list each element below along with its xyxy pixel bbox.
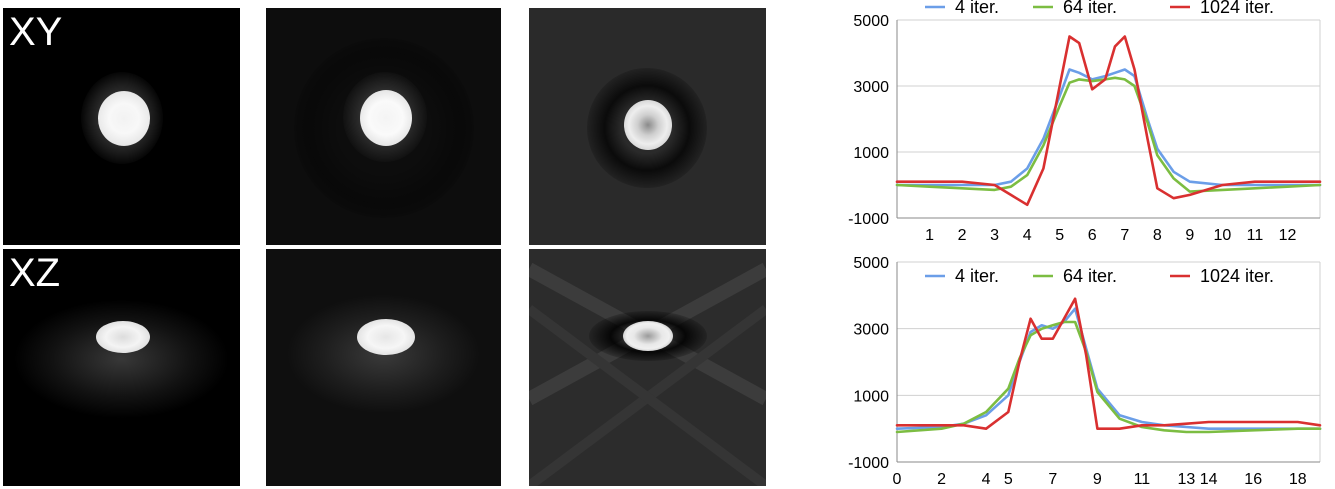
xz-psf-core bbox=[357, 319, 415, 355]
xz-haze bbox=[13, 299, 230, 419]
x-tick-label: 9 bbox=[1185, 227, 1194, 244]
x-tick-label: 5 bbox=[1004, 471, 1013, 488]
x-tick-label: 2 bbox=[958, 227, 967, 244]
x-tick-label: 14 bbox=[1200, 471, 1218, 488]
xz-psf-core bbox=[623, 321, 673, 351]
x-tick-label: 11 bbox=[1134, 471, 1151, 488]
x-tick-label: 16 bbox=[1244, 471, 1262, 488]
x-tick-label: 10 bbox=[1213, 227, 1231, 244]
legend-label: 1024 iter. bbox=[1200, 266, 1274, 286]
xy-panel-1024iter bbox=[529, 8, 766, 245]
xy-label: XY bbox=[9, 10, 63, 54]
x-tick-label: 5 bbox=[1055, 227, 1064, 244]
x-tick-label: 3 bbox=[990, 227, 999, 244]
x-tick-label: 7 bbox=[1120, 227, 1129, 244]
legend-label: 64 iter. bbox=[1063, 0, 1117, 17]
y-tick-label: 5000 bbox=[853, 13, 889, 30]
xz-label: XZ bbox=[9, 251, 61, 295]
x-tick-label: 0 bbox=[893, 471, 902, 488]
y-tick-label: -1000 bbox=[848, 211, 889, 228]
y-tick-label: 3000 bbox=[853, 79, 889, 96]
legend-label: 64 iter. bbox=[1063, 266, 1117, 286]
series-line-0 bbox=[895, 307, 1322, 430]
profile-chart-xz: -1000 1000 3000 5000 0 2 4 5 7 9 11 13 14 16 18 4 iter.… bbox=[848, 255, 1322, 488]
series-line-2 bbox=[895, 297, 1322, 430]
y-tick-label: 5000 bbox=[853, 255, 889, 272]
y-tick-label: 3000 bbox=[853, 322, 889, 339]
x-tick-label: 4 bbox=[1023, 227, 1032, 244]
xy-psf-core bbox=[360, 90, 412, 146]
x-tick-label: 9 bbox=[1093, 471, 1102, 488]
y-tick-label: 1000 bbox=[853, 388, 889, 405]
x-tick-label: 2 bbox=[937, 471, 946, 488]
xz-streaks bbox=[529, 262, 766, 486]
series-line-1 bbox=[895, 320, 1322, 434]
legend-label: 4 iter. bbox=[955, 266, 999, 286]
x-tick-label: 18 bbox=[1289, 471, 1307, 488]
series-line-1 bbox=[895, 76, 1322, 193]
series-line-0 bbox=[895, 68, 1322, 187]
y-tick-label: -1000 bbox=[848, 455, 889, 472]
xz-panel-4iter: XZ bbox=[3, 249, 240, 486]
legend-label: 4 iter. bbox=[955, 0, 999, 17]
x-tick-label: 7 bbox=[1048, 471, 1057, 488]
legend-label: 1024 iter. bbox=[1200, 0, 1274, 17]
x-tick-label: 4 bbox=[982, 471, 991, 488]
x-tick-label: 11 bbox=[1247, 227, 1264, 244]
xy-panel-64iter bbox=[266, 8, 501, 245]
x-tick-label: 8 bbox=[1153, 227, 1162, 244]
series-line-2 bbox=[895, 35, 1322, 207]
xy-psf-core bbox=[624, 100, 672, 150]
xz-panel-64iter bbox=[266, 249, 501, 486]
xy-psf-core bbox=[98, 91, 150, 146]
x-tick-label: 13 bbox=[1178, 471, 1196, 488]
xz-psf-core bbox=[96, 321, 150, 353]
x-tick-label: 1 bbox=[925, 227, 934, 244]
y-tick-label: 1000 bbox=[853, 145, 889, 162]
xy-panel-4iter: XY bbox=[3, 8, 240, 245]
x-tick-label: 6 bbox=[1088, 227, 1097, 244]
xz-panel-1024iter bbox=[529, 249, 766, 486]
x-tick-label: 12 bbox=[1279, 227, 1297, 244]
